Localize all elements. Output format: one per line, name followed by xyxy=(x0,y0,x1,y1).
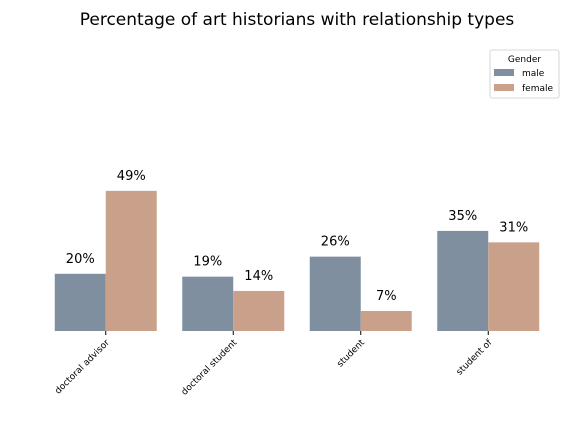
chart-title: Percentage of art historians with relati… xyxy=(80,10,515,30)
x-tick-label-doctoral-advisor: doctoral advisor xyxy=(53,338,112,397)
legend-swatch-male xyxy=(494,69,514,76)
bar-label-male-student: 26% xyxy=(321,235,350,250)
bar-labels-group: 20% 49% 19% 14% 26% 7% 35% 31% xyxy=(66,169,528,304)
bar-label-female-student-of: 31% xyxy=(499,220,528,235)
bar-label-female-student: 7% xyxy=(376,289,397,304)
x-ticks-group: doctoral advisor doctoral student student s… xyxy=(53,331,495,398)
legend-swatch-female xyxy=(494,84,514,91)
legend-label-female: female xyxy=(522,84,553,94)
bars-group xyxy=(54,190,540,331)
bar-female-doctoral-advisor xyxy=(105,190,157,331)
legend: Gender male female xyxy=(489,49,560,99)
bar-male-student-of xyxy=(437,230,489,331)
bar-male-doctoral-student xyxy=(182,276,234,331)
x-tick-label-student: student xyxy=(335,338,367,370)
bar-male-doctoral-advisor xyxy=(54,273,106,331)
x-tick-label-doctoral-student: doctoral student xyxy=(180,338,240,398)
bar-label-male-student-of: 35% xyxy=(448,209,477,224)
bar-female-student xyxy=(360,310,412,331)
bar-label-female-doctoral-advisor: 49% xyxy=(117,169,146,184)
x-tick-label-student-of: student of xyxy=(455,337,495,377)
legend-label-male: male xyxy=(522,69,545,79)
bar-label-female-doctoral-student: 14% xyxy=(244,269,273,284)
bar-label-male-doctoral-student: 19% xyxy=(193,255,222,270)
bar-female-doctoral-student xyxy=(233,290,285,331)
legend-title: Gender xyxy=(508,55,541,65)
bar-female-student-of xyxy=(488,242,540,331)
bar-male-student xyxy=(309,256,361,331)
bar-label-male-doctoral-advisor: 20% xyxy=(66,252,95,267)
